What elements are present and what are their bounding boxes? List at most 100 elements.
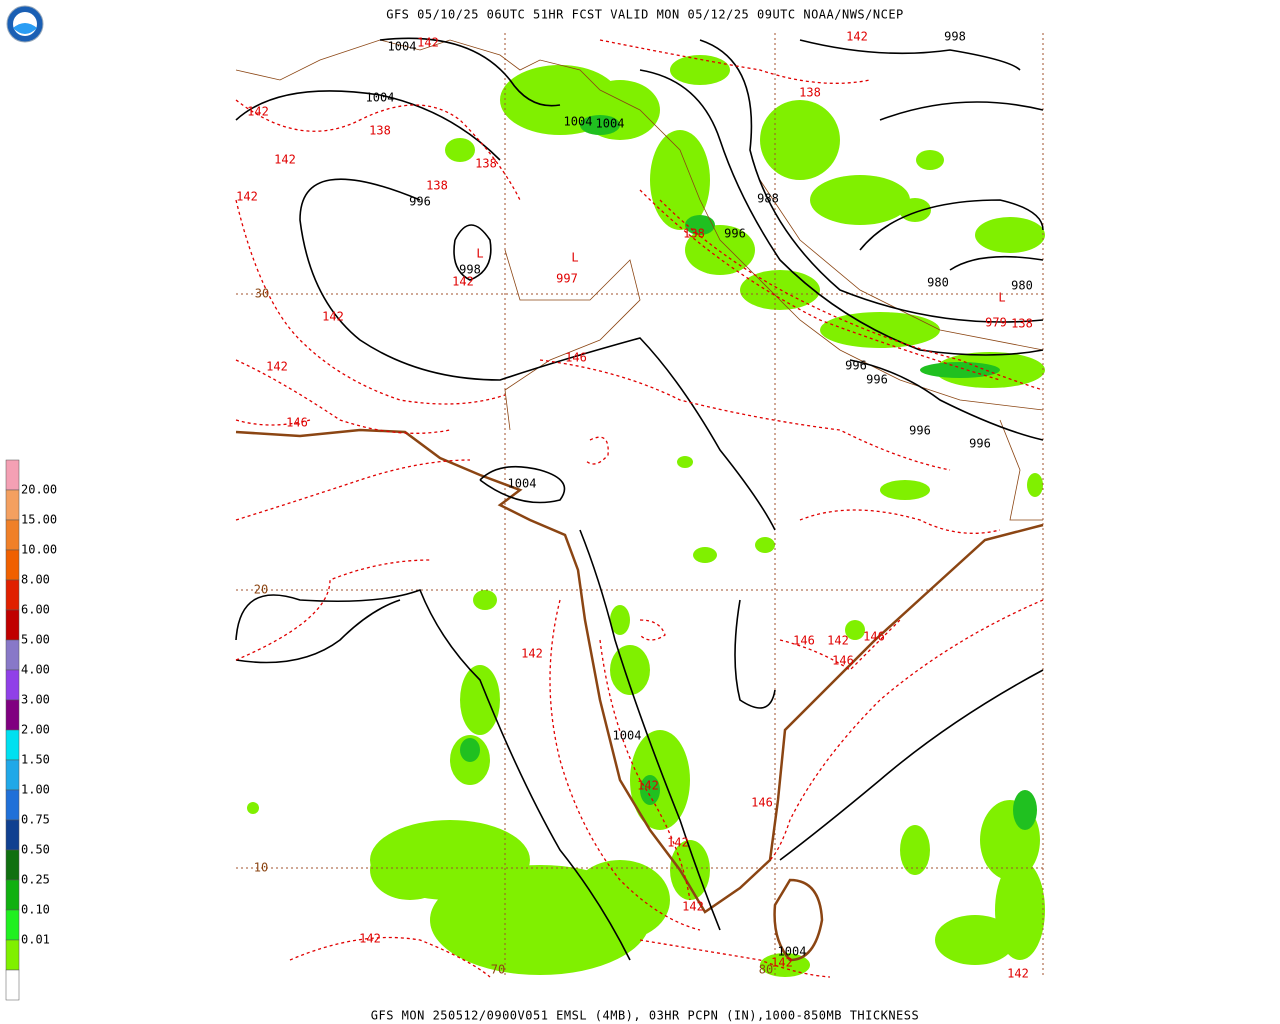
thickness-label: 142	[771, 956, 793, 970]
thickness-label: 138	[683, 227, 705, 241]
legend-swatch	[5, 609, 20, 641]
legend-label: 0.01	[21, 933, 50, 947]
thickness-label: 138	[426, 179, 448, 193]
map-area	[235, 33, 1045, 978]
pressure-label: 980	[1011, 279, 1033, 293]
pressure-label: 996	[724, 227, 746, 241]
thickness-label: 142	[266, 360, 288, 374]
legend-label: 15.00	[21, 513, 57, 527]
legend-label: 0.50	[21, 843, 50, 857]
thickness-label: 146	[286, 416, 308, 430]
pressure-label: 1004	[596, 117, 625, 131]
thickness-label: 142	[827, 634, 849, 648]
legend-label: 2.00	[21, 723, 50, 737]
pressure-label: 1004	[366, 91, 395, 105]
pressure-label: 996	[969, 437, 991, 451]
low-symbol: L	[998, 291, 1005, 305]
thickness-label: 142	[682, 900, 704, 914]
thickness-label: 142	[359, 932, 381, 946]
legend-swatch	[5, 699, 20, 731]
thickness-label: 142	[452, 275, 474, 289]
legend-swatch	[5, 489, 20, 521]
thickness-label: 142	[274, 153, 296, 167]
legend-swatch	[5, 669, 20, 701]
latitude-label: 10	[254, 861, 268, 875]
thickness-label: 146	[751, 796, 773, 810]
thickness-label: 142	[846, 30, 868, 44]
precipitation-heavy	[460, 115, 1037, 830]
precipitation	[247, 55, 1045, 977]
thickness-label: 142	[417, 36, 439, 50]
pressure-label: 1004	[564, 115, 593, 129]
legend-swatch	[5, 849, 20, 881]
latitude-label: 30	[255, 287, 269, 301]
longitude-label: 80	[759, 963, 773, 977]
thickness-label: 146	[565, 351, 587, 365]
low-symbol: L	[571, 251, 578, 265]
noaa-logo	[6, 5, 44, 43]
footer: GFS MON 250512/0900V051 EMSL (4MB), 03HR…	[371, 1009, 919, 1023]
pressure-label: 996	[866, 373, 888, 387]
thickness-label: 138	[475, 157, 497, 171]
thickness-label: 138	[1011, 317, 1033, 331]
legend-swatch	[5, 909, 20, 941]
pressure-label: 998	[459, 263, 481, 277]
thickness-label: 142	[667, 836, 689, 850]
thickness-label: 142	[236, 190, 258, 204]
thickness-label: 142	[521, 647, 543, 661]
pressure-label: 1004	[778, 945, 807, 959]
thickness-label: 138	[369, 124, 391, 138]
legend-label: 4.00	[21, 663, 50, 677]
legend-swatch	[5, 939, 20, 971]
low-symbol: L	[476, 247, 483, 261]
legend-label: 0.25	[21, 873, 50, 887]
thickness-contours	[235, 39, 1044, 978]
legend-label: 0.10	[21, 903, 50, 917]
coastline	[235, 428, 1044, 962]
legend-swatch	[5, 969, 20, 1001]
legend-swatch	[5, 579, 20, 611]
thickness-label: 146	[832, 654, 854, 668]
legend-label: 6.00	[21, 603, 50, 617]
longitude-label: 70	[491, 963, 505, 977]
pressure-label: 1004	[388, 40, 417, 54]
thickness-label: 142	[637, 779, 659, 793]
pressure-label: 996	[845, 359, 867, 373]
legend-label: 20.00	[21, 483, 57, 497]
legend-label: 0.75	[21, 813, 50, 827]
pressure-label: 980	[927, 276, 949, 290]
pressure-label: 1004	[613, 729, 642, 743]
thickness-label: 142	[247, 105, 269, 119]
thickness-label: 146	[793, 634, 815, 648]
legend-swatch	[5, 639, 20, 671]
pressure-label: 996	[409, 195, 431, 209]
thickness-label: 138	[799, 86, 821, 100]
legend-swatch	[5, 459, 20, 491]
legend-swatch	[5, 759, 20, 791]
legend-swatch	[5, 789, 20, 821]
legend-label: 10.00	[21, 543, 57, 557]
legend-swatch	[5, 729, 20, 761]
legend: 20.00 15.00 10.00 8.00 6.00 5.00 4.00 3.00 2.00 1…	[5, 459, 57, 1001]
thickness-label: 142	[1007, 967, 1029, 981]
pressure-label: 1004	[508, 477, 537, 491]
legend-swatch	[5, 879, 20, 911]
legend-label: 8.00	[21, 573, 50, 587]
low-pressure: 979	[985, 316, 1007, 330]
pressure-label: 996	[909, 424, 931, 438]
borders	[235, 39, 1044, 521]
legend-swatch	[5, 519, 20, 551]
pressure-contours	[235, 37, 1044, 961]
legend-swatch	[5, 549, 20, 581]
low-pressure: 997	[556, 272, 578, 286]
pressure-label: 988	[757, 192, 779, 206]
thickness-label: 146	[863, 630, 885, 644]
legend-swatch	[5, 819, 20, 851]
legend-label: 1.50	[21, 753, 50, 767]
thickness-label: 142	[322, 310, 344, 324]
legend-label: 3.00	[21, 693, 50, 707]
pressure-label: 998	[944, 30, 966, 44]
